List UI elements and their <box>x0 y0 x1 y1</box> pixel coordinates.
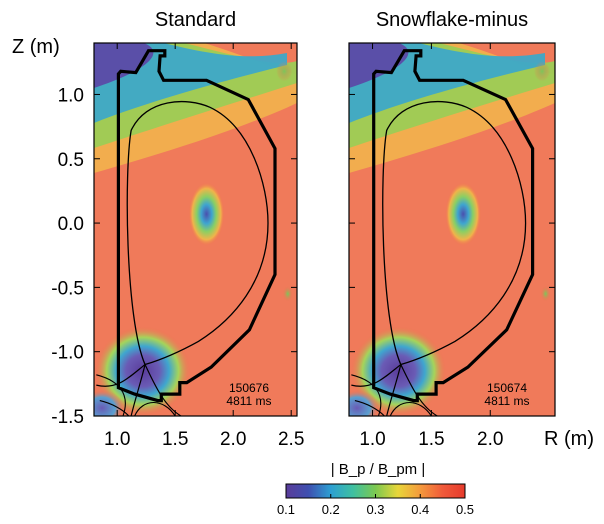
shot-number: 150676 <box>229 381 269 395</box>
heatmap-band-core <box>94 43 154 88</box>
colorbar-tick-label: 0.3 <box>366 502 384 517</box>
x-tick-label: 1.0 <box>359 429 385 450</box>
y-tick-label: 0.0 <box>58 214 84 235</box>
y-axis: 1.0 0.5 0.0 -0.5 -1.0 -1.5 Z (m) <box>12 36 84 428</box>
divertor-leg <box>386 364 402 416</box>
field-spot <box>540 285 551 302</box>
field-spot <box>349 390 379 416</box>
x-tick-label: 2.0 <box>220 429 246 450</box>
colorbar-tick-label: 0.2 <box>322 502 340 517</box>
separatrix <box>126 100 269 366</box>
plot-frame <box>348 42 556 417</box>
field-heatmap <box>349 43 555 416</box>
vessel-wall <box>116 49 277 403</box>
divertor-leg <box>144 364 182 416</box>
divertor-leg <box>96 364 146 387</box>
x-tick-label: 2.0 <box>477 429 503 450</box>
field-spot <box>94 390 124 416</box>
y-axis-label: Z (m) <box>12 36 60 58</box>
y-tick-label: -1.0 <box>51 343 84 364</box>
colorbar-title: | B_p / B_pm | <box>331 461 426 478</box>
y-tick-label: 0.5 <box>58 150 84 171</box>
y-tick-label: 1.0 <box>58 85 84 106</box>
divertor-leg <box>389 401 432 416</box>
divertor-leg <box>351 374 382 416</box>
x-tick-label: 1.5 <box>162 429 188 450</box>
field-heatmap <box>94 43 297 416</box>
shot-number: 150674 <box>487 381 527 395</box>
x-tick-label: 2.5 <box>278 429 304 450</box>
shot-time: 4811 ms <box>226 394 271 408</box>
colorbar: | B_p / B_pm | 0.1 0.2 0.3 0.4 0.5 <box>277 461 474 517</box>
field-spot <box>282 285 293 302</box>
shot-time: 4811 ms <box>484 394 529 408</box>
field-spot <box>534 61 551 82</box>
field-null-axis <box>188 182 225 247</box>
panel-title: Snowflake-minus <box>376 9 528 31</box>
vessel-wall <box>372 49 535 403</box>
y-tick-label: -1.5 <box>51 407 84 428</box>
colorbar-tick-label: 0.4 <box>411 502 429 517</box>
divertor-leg <box>400 364 438 416</box>
separatrix <box>382 100 527 366</box>
divertor-leg <box>99 400 130 416</box>
divertor-leg <box>96 374 126 416</box>
field-null-axis <box>445 182 482 247</box>
divertor-leg <box>130 364 146 416</box>
heatmap-band-core <box>349 43 409 88</box>
panel-title: Standard <box>155 9 236 31</box>
divertor-leg <box>351 364 402 387</box>
divertor-leg <box>134 401 176 416</box>
x-tick-label: 1.5 <box>418 429 444 450</box>
colorbar-tick-label: 0.5 <box>456 502 474 517</box>
x-tick-label: 1.0 <box>104 429 130 450</box>
x-axis-label: R (m) <box>544 428 594 450</box>
divertor-leg <box>354 400 385 416</box>
colorbar-tick-label: 0.1 <box>277 502 295 517</box>
y-tick-label: -0.5 <box>51 278 84 299</box>
field-spot <box>276 61 293 82</box>
plot-frame <box>93 42 298 417</box>
